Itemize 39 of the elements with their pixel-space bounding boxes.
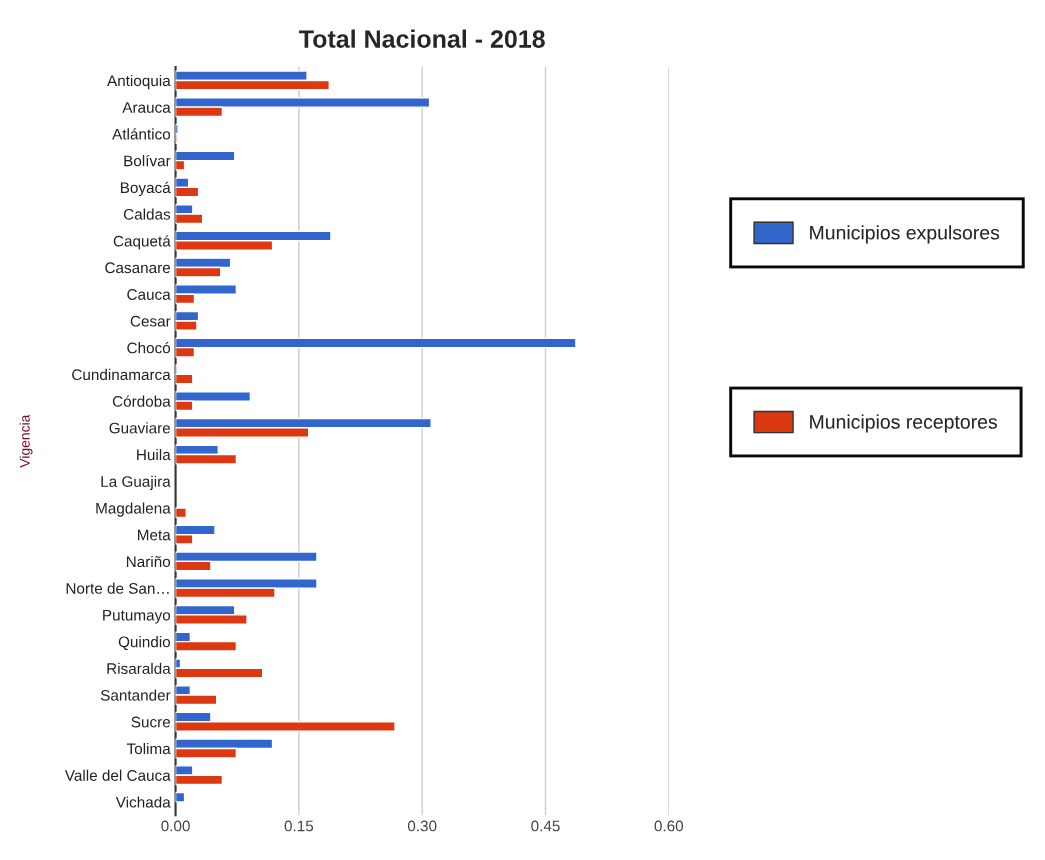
- x-tick-label: 0.60: [654, 820, 684, 832]
- y-tick-label: Nariño: [126, 555, 171, 568]
- y-tick-label: Putumayo: [103, 609, 171, 624]
- y-tick-label: Cundinamarca: [72, 368, 171, 381]
- y-tick-label: Quindio: [118, 636, 171, 651]
- y-tick-label: Casanare: [105, 262, 171, 274]
- y-tick-label: Arauca: [122, 102, 171, 113]
- y-tick-label: Antioquia: [107, 74, 171, 90]
- x-tick-label: 0.15: [284, 820, 314, 832]
- y-tick-label: La Guajira: [101, 475, 171, 490]
- y-tick-label: Atlántico: [112, 128, 171, 140]
- chart-title: Total Nacional - 2018: [299, 29, 545, 48]
- y-tick-label: Risaralda: [107, 662, 171, 674]
- y-tick-label: Chocó: [127, 341, 171, 354]
- legend-label: Municipios receptores: [810, 414, 997, 433]
- y-tick-label: Norte de San…: [66, 582, 169, 594]
- y-axis-title: Vigencia: [19, 414, 33, 468]
- bar: [175, 791, 186, 803]
- y-tick-label: Caldas: [123, 208, 171, 220]
- y-tick-label: Valle del Cauca: [64, 769, 171, 781]
- y-tick-label: Córdoba: [112, 395, 171, 407]
- y-tick-label: Caquetá: [113, 235, 171, 250]
- y-tick-label: Cauca: [127, 289, 171, 300]
- x-tick-label: 0.45: [531, 820, 560, 832]
- y-tick-label: Santander: [100, 689, 171, 701]
- legend-label: Municipios expulsores: [810, 225, 1000, 244]
- bar: [175, 507, 187, 519]
- y-tick-label: Meta: [137, 529, 171, 541]
- x-tick-label: 0.00: [161, 820, 190, 832]
- y-tick-label: Boyacá: [121, 181, 171, 197]
- y-tick-label: Bolívar: [124, 154, 171, 167]
- y-tick-label: Sucre: [131, 716, 171, 728]
- y-tick-label: Guaviare: [109, 422, 171, 434]
- y-tick-label: Cesar: [130, 315, 171, 327]
- x-tick-label: 0.30: [407, 820, 437, 832]
- y-tick-label: Tolima: [126, 742, 171, 755]
- y-tick-label: Vichada: [115, 796, 171, 808]
- y-tick-label: Huila: [137, 449, 171, 461]
- y-tick-label: Magdalena: [96, 502, 171, 517]
